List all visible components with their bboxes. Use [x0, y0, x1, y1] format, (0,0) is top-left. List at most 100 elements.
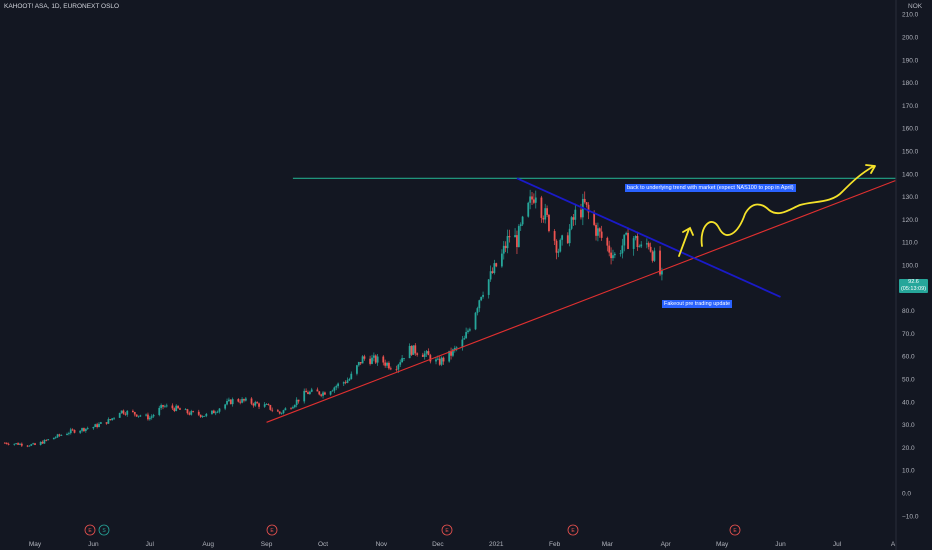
event-marker-circle — [98, 524, 110, 536]
candle-body — [84, 428, 87, 431]
candle-body — [436, 358, 439, 360]
candle-body — [58, 434, 61, 436]
projection-arrows[interactable] — [678, 164, 876, 257]
candle-body — [399, 362, 402, 365]
candle-body — [39, 441, 42, 445]
candle-body — [135, 414, 138, 417]
candle-body — [258, 403, 260, 407]
candle-body — [47, 439, 50, 441]
candle-body — [453, 347, 456, 350]
candle-body — [482, 294, 484, 297]
candle-body — [94, 424, 97, 428]
candle-body — [619, 253, 622, 255]
candle-body — [150, 416, 153, 418]
candle-body — [45, 439, 48, 441]
candle-body — [190, 411, 193, 415]
candle-body — [160, 405, 163, 408]
candle-body — [137, 415, 140, 417]
candle-body — [331, 390, 334, 392]
candle-body — [593, 212, 596, 225]
event-marker-letter: E — [88, 528, 92, 534]
earnings-event-marker[interactable]: E — [567, 524, 579, 536]
price-axis[interactable]: −10.0 0.0 10.0 20.0 30.0 40.0 50.0 60.0 70.0 80.0… — [902, 0, 919, 521]
candle-body — [192, 411, 195, 412]
y-tick-label: 40.0 — [902, 399, 915, 406]
candle-body — [179, 408, 181, 410]
x-tick-label: 2021 — [489, 541, 504, 548]
event-marker-letter: E — [733, 528, 737, 534]
candle-body — [546, 208, 548, 215]
x-tick-label: Feb — [549, 541, 561, 548]
candle-body — [184, 409, 187, 411]
candle-body — [310, 389, 313, 392]
y-tick-label: 100.0 — [902, 263, 919, 270]
candle-body — [148, 417, 151, 420]
candle-body — [67, 433, 70, 434]
candle-body — [429, 355, 432, 362]
annotation-lower[interactable]: Fakeout pre trading update — [662, 300, 733, 308]
candle-body — [597, 228, 599, 236]
candle-body — [506, 236, 509, 249]
candle-body — [66, 433, 68, 436]
earnings-event-marker[interactable]: E — [441, 524, 453, 536]
earnings-event-marker[interactable]: E — [729, 524, 741, 536]
candle-body — [109, 419, 112, 421]
candle-body — [369, 358, 372, 364]
candle-body — [508, 236, 511, 238]
candle-body — [118, 413, 121, 418]
earnings-event-marker[interactable]: E — [266, 524, 278, 536]
candle-body — [171, 405, 174, 409]
event-marker-circle — [729, 524, 741, 536]
candle-body — [271, 409, 274, 411]
candle-body — [401, 358, 404, 363]
candle-body — [359, 362, 362, 364]
trendlines[interactable] — [266, 177, 896, 423]
x-tick-label: Jun — [775, 541, 786, 548]
annotation-upper[interactable]: back to underlying trend with market (ex… — [625, 184, 796, 192]
event-marker-circle — [441, 524, 453, 536]
candle-body — [177, 405, 179, 409]
candle-body — [649, 246, 652, 252]
candle-body — [371, 357, 373, 364]
candle-body — [442, 357, 445, 362]
candle-body — [519, 224, 522, 227]
candle-body — [139, 415, 142, 417]
candle-body — [636, 235, 639, 248]
projection-arrow-2[interactable] — [700, 164, 876, 247]
candle-body — [111, 418, 114, 421]
candle-body — [173, 408, 176, 411]
candle-body — [322, 392, 324, 396]
support-trendline[interactable] — [266, 180, 896, 423]
candle-body — [661, 270, 663, 275]
time-axis[interactable]: May Jun Jul Aug Sep Oct Nov Dec 2021 Feb Mar Apr May… — [29, 541, 896, 548]
candle-body — [608, 245, 611, 253]
candle-body — [529, 196, 532, 203]
candle-body — [504, 245, 507, 249]
candle-body — [651, 251, 654, 261]
candle-body — [653, 250, 656, 261]
candle-body — [17, 443, 19, 445]
projection-arrow-1[interactable] — [678, 226, 694, 257]
candle-body — [350, 373, 353, 380]
candle-body — [638, 246, 641, 248]
y-tick-label: 190.0 — [902, 57, 919, 64]
candle-body — [568, 228, 571, 244]
earnings-event-marker[interactable]: E — [84, 524, 96, 536]
candle-body — [30, 444, 33, 446]
candle-body — [79, 430, 82, 433]
candle-body — [540, 197, 543, 218]
candle-body — [7, 443, 10, 445]
candle-body — [376, 356, 379, 363]
candle-body — [197, 411, 200, 415]
y-tick-label: 200.0 — [902, 35, 919, 42]
y-tick-label: 110.0 — [902, 240, 918, 247]
candle-body — [254, 402, 257, 406]
candle-body — [239, 401, 242, 403]
resistance-trendline[interactable] — [516, 177, 781, 298]
candle-body — [307, 392, 309, 395]
candle-body — [346, 380, 349, 383]
candle-body — [71, 429, 74, 431]
split-event-marker[interactable]: S — [98, 524, 110, 536]
